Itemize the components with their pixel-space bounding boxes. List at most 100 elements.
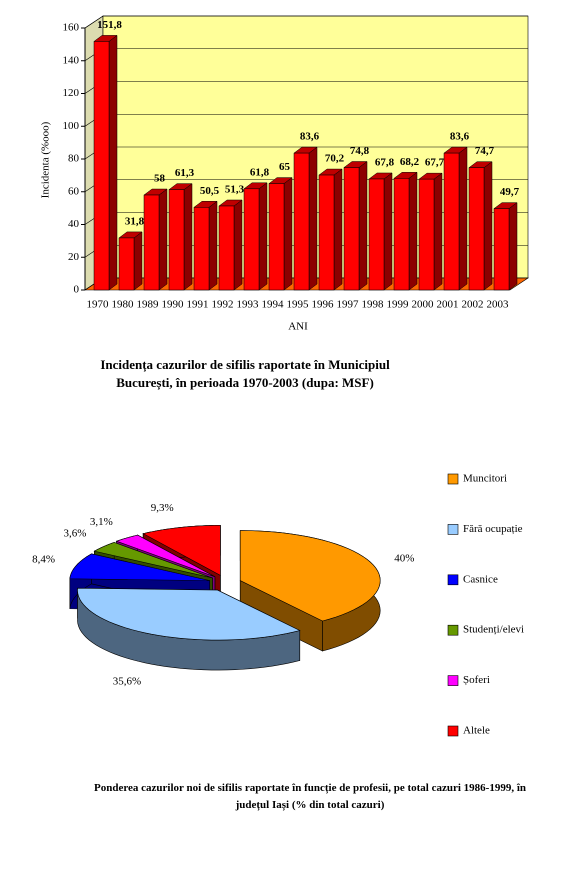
value-label: 61,3 [175, 167, 195, 179]
value-label: 70,2 [325, 153, 345, 165]
value-label: 40% [394, 552, 414, 564]
legend-label: Casnice [463, 573, 498, 585]
legend-label: Altele [463, 725, 490, 737]
y-tick-label: 160 [63, 22, 80, 34]
grid-line [84, 15, 528, 29]
value-label: 83,6 [450, 131, 470, 143]
slice [239, 530, 381, 622]
x-tick-label: 1992 [212, 299, 234, 311]
value-label: 68,2 [400, 156, 420, 168]
value-label: 151,8 [97, 19, 122, 31]
value-label: 50,5 [200, 185, 220, 197]
bar-side [108, 34, 118, 291]
x-tick-label: 2002 [462, 299, 484, 311]
y-tick-label: 80 [68, 153, 80, 165]
bar [168, 189, 185, 291]
bar-side [508, 202, 518, 291]
bar-side [458, 146, 468, 291]
value-label: 49,7 [500, 186, 520, 198]
bar [493, 208, 510, 291]
value-label: 3,1% [90, 516, 113, 528]
value-label: 67,7 [425, 157, 445, 169]
y-tick-label: 140 [63, 54, 80, 66]
x-tick-label: 1980 [112, 299, 135, 311]
bar [143, 194, 160, 291]
slice [69, 553, 210, 581]
y-tick-label: 100 [63, 120, 80, 132]
x-tick-label: 1990 [162, 299, 185, 311]
bar [343, 167, 360, 291]
bar [368, 178, 385, 291]
value-label: 61,8 [250, 166, 270, 178]
bar [418, 178, 435, 291]
legend-label: Fără ocupație [463, 523, 523, 535]
bar-side [308, 146, 318, 291]
y-tick-label: 20 [68, 251, 80, 263]
legend-label: Șoferi [463, 674, 490, 686]
y-axis-label: Incidenta (%ooo) [40, 121, 52, 198]
value-label: 74,8 [350, 145, 370, 157]
slice [77, 587, 301, 641]
bar-side [433, 172, 443, 291]
bar-side [133, 231, 143, 291]
value-label: 58 [154, 173, 166, 185]
value-label: 74,7 [475, 145, 495, 157]
legend-swatch [447, 524, 459, 535]
y-tick-label: 40 [68, 218, 80, 230]
value-label: 31,8 [125, 215, 145, 227]
bar-side [208, 200, 218, 291]
y-tick-label: 120 [63, 87, 80, 99]
x-axis-label: ANI [288, 321, 308, 333]
bar-side [358, 161, 368, 291]
bar-side [408, 171, 418, 291]
bar-side [233, 199, 243, 291]
bar-side [258, 182, 268, 291]
x-tick-label: 1996 [312, 299, 335, 311]
bar [468, 167, 485, 291]
bar-side [183, 183, 193, 291]
bar [93, 41, 110, 291]
pie-chart-caption: Ponderea cazurilor noi de sifilis raport… [93, 782, 526, 811]
bar [118, 237, 135, 291]
x-tick-label: 1970 [87, 299, 110, 311]
slice [115, 534, 216, 578]
value-label: 65 [279, 161, 291, 173]
x-tick-label: 2001 [437, 299, 459, 311]
bar [193, 207, 210, 291]
y-tick-label: 0 [74, 284, 80, 296]
slice [93, 542, 213, 579]
bar-chart-caption: Incidența cazurilor de sifilis raportate… [100, 357, 390, 390]
legend-swatch [447, 725, 459, 737]
bar-side [283, 177, 293, 291]
value-label: 9,3% [151, 502, 174, 514]
legend-label: Studenți/elevi [463, 624, 524, 636]
bar-side [483, 161, 493, 291]
x-tick-label: 2003 [487, 299, 510, 311]
bar-side [333, 168, 343, 291]
slice [142, 525, 221, 576]
legend-swatch [447, 624, 459, 636]
bar [243, 188, 260, 291]
x-tick-label: 1997 [337, 299, 360, 311]
x-tick-label: 1991 [187, 299, 209, 311]
x-tick-label: 1999 [387, 299, 410, 311]
x-tick-label: 2000 [412, 299, 435, 311]
value-label: 67,8 [375, 157, 395, 169]
x-tick-label: 1993 [237, 299, 260, 311]
legend-swatch [447, 473, 459, 485]
bar-side [158, 188, 168, 291]
bar [268, 183, 285, 291]
bar [293, 152, 310, 291]
bar-side [383, 172, 393, 291]
bar [218, 205, 235, 291]
x-tick-label: 1995 [287, 299, 310, 311]
x-tick-label: 1989 [137, 299, 160, 311]
value-label: 8,4% [32, 553, 55, 565]
legend-swatch [447, 574, 459, 586]
x-tick-label: 1994 [262, 299, 285, 311]
x-tick-label: 1998 [362, 299, 385, 311]
bar [443, 152, 460, 291]
value-label: 3,6% [64, 528, 87, 540]
